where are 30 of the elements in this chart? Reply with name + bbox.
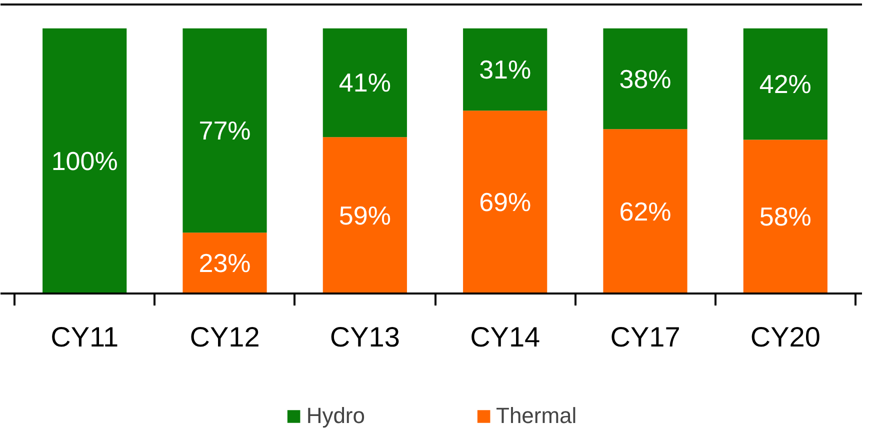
data-label: 31% — [479, 54, 532, 84]
bar — [603, 129, 688, 294]
bar — [182, 232, 267, 294]
data-label: 59% — [338, 200, 391, 230]
bar — [463, 110, 548, 294]
legend-label: Thermal — [496, 403, 577, 429]
legend-label: Hydro — [306, 403, 365, 429]
x-tick-label: CY14 — [470, 322, 540, 353]
x-tick-label: CY17 — [610, 322, 680, 353]
data-label: 77% — [198, 115, 251, 146]
bar — [322, 28, 407, 138]
data-label: 100% — [51, 146, 118, 176]
data-label: 69% — [479, 187, 532, 218]
x-tick-label: CY12 — [190, 322, 260, 353]
bar — [743, 28, 828, 140]
bar — [42, 28, 127, 294]
x-tick-label: CY20 — [750, 322, 820, 353]
data-label: 38% — [619, 64, 672, 94]
data-label: 41% — [338, 68, 391, 98]
bar — [182, 28, 267, 233]
data-label: 42% — [759, 69, 812, 100]
data-label: 58% — [759, 202, 812, 232]
x-tick-label: CY13 — [330, 322, 400, 353]
bar — [463, 28, 548, 111]
x-tick-label: CY11 — [50, 322, 119, 353]
bar — [603, 28, 688, 130]
bar — [322, 137, 407, 294]
data-label: 23% — [198, 248, 251, 278]
bar — [743, 140, 828, 294]
data-label: 62% — [619, 196, 672, 226]
